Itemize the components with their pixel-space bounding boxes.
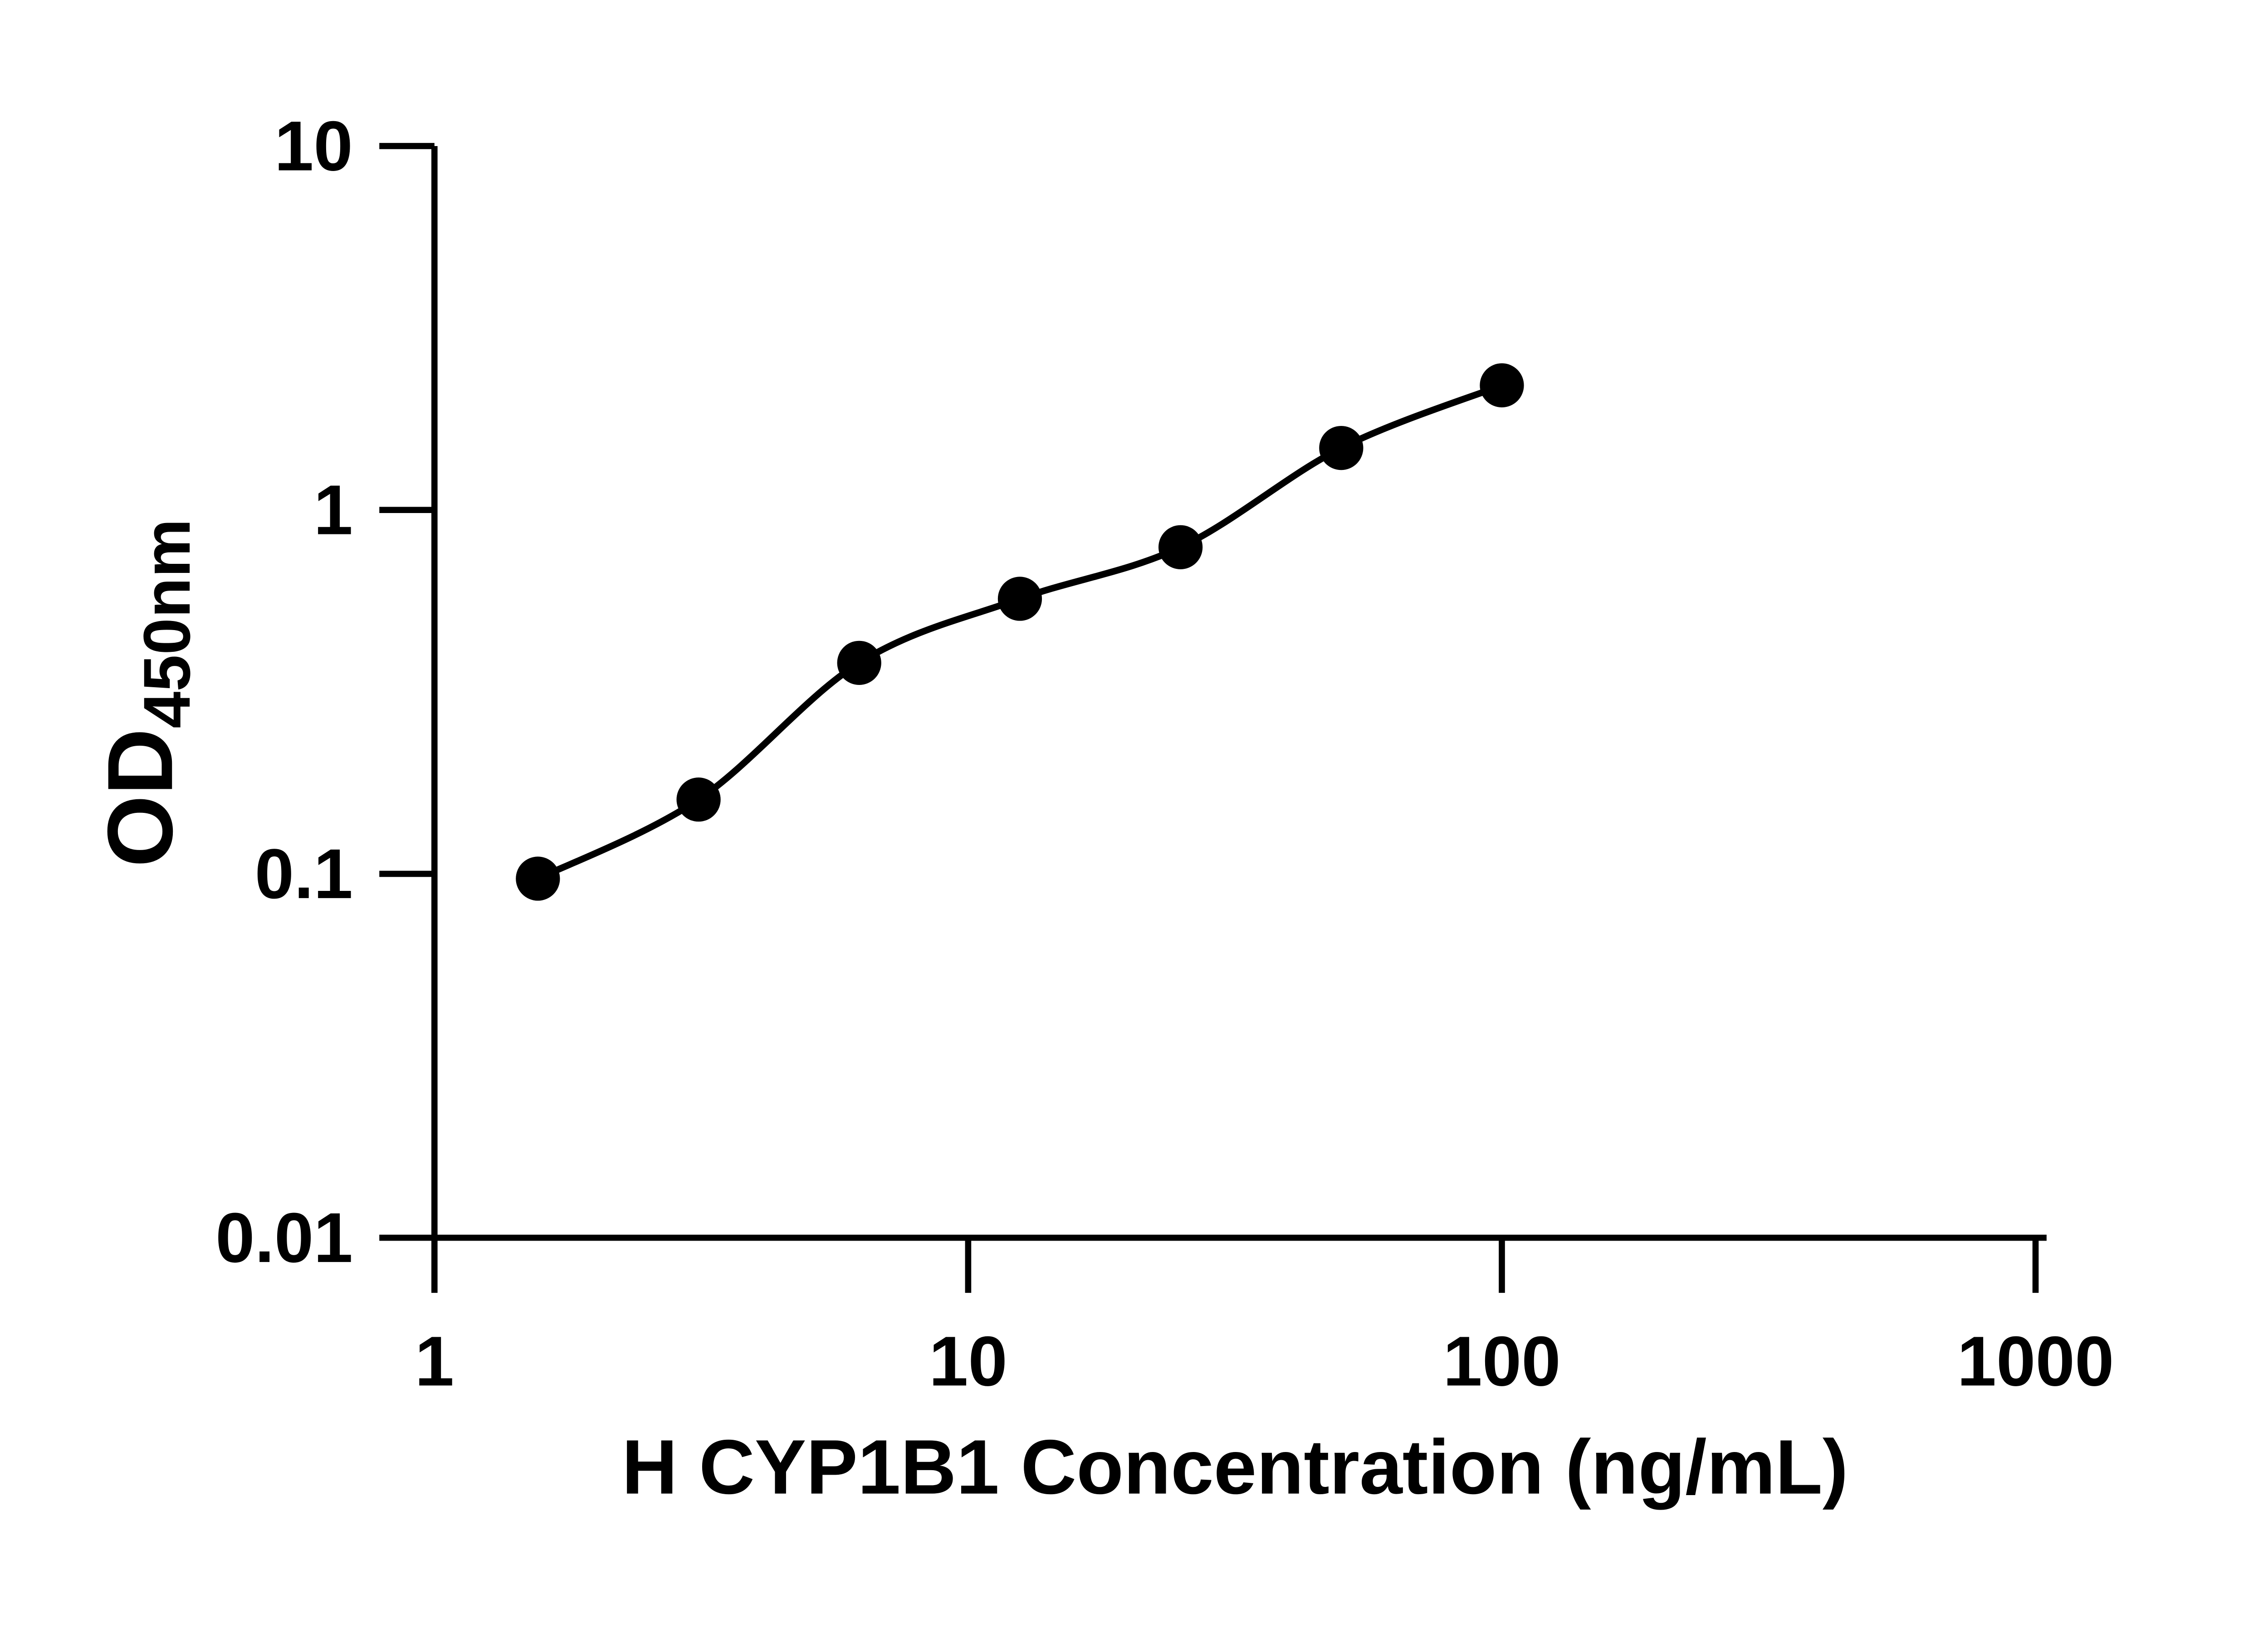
y-tick-label: 1 [313, 470, 353, 549]
axes [431, 146, 2047, 1241]
x-axis-title: H CYP1B1 Concentration (ng/mL) [622, 1424, 1848, 1511]
data-point [1158, 525, 1203, 569]
y-axis-title: OD450nm [88, 519, 204, 867]
data-point [837, 640, 881, 685]
data-point [1480, 363, 1524, 408]
axis-spines [431, 146, 2047, 1241]
y-tick-label: 0.1 [255, 834, 353, 913]
data-point [516, 856, 560, 901]
x-tick-label: 1 [415, 1321, 455, 1400]
x-tick-label: 1000 [1957, 1321, 2114, 1400]
data-series [516, 363, 1524, 901]
x-tick-label: 100 [1443, 1321, 1561, 1400]
data-point [997, 577, 1042, 621]
axis-ticks [379, 143, 2039, 1293]
y-tick-label: 10 [274, 106, 353, 185]
data-point [1319, 425, 1364, 470]
axis-tick-labels: 10 1 0.1 0.01 1 10 100 1000 [215, 106, 2114, 1400]
y-axis-title-subscript: 450nm [130, 519, 204, 728]
x-tick-label: 10 [929, 1321, 1007, 1400]
y-axis-title-main: OD [88, 728, 192, 867]
y-tick-label: 0.01 [215, 1198, 353, 1277]
chart-background [0, 22, 2268, 1611]
tick-marks [379, 143, 2039, 1293]
data-point [676, 777, 721, 822]
